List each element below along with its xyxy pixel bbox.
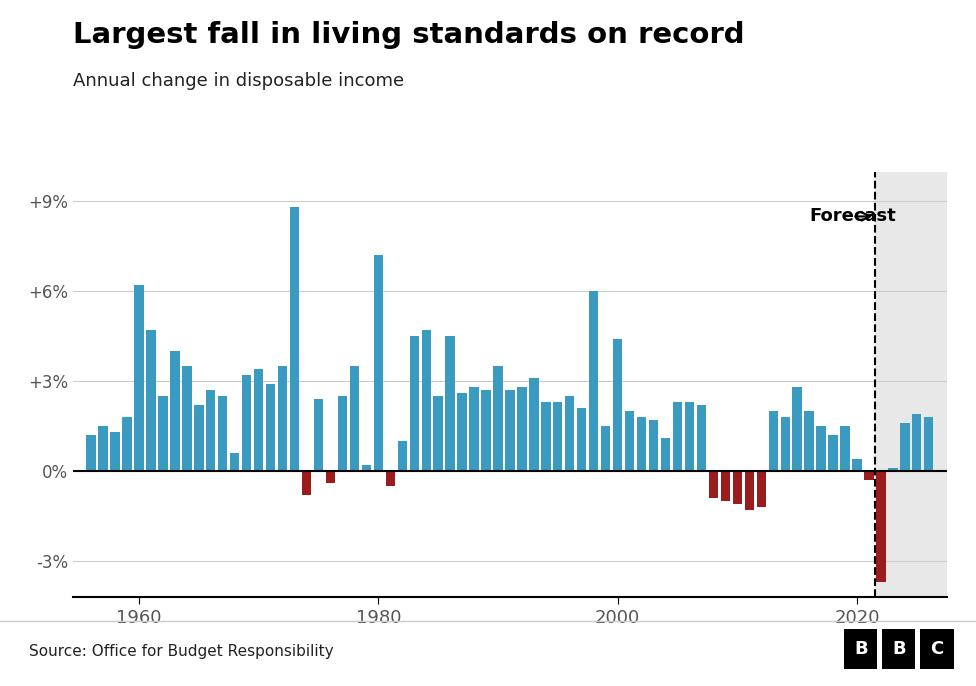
Bar — [768, 411, 778, 471]
Bar — [924, 417, 933, 471]
Bar — [445, 336, 455, 471]
Bar — [278, 366, 287, 471]
Bar — [852, 459, 862, 471]
Bar — [733, 471, 742, 504]
Bar — [756, 471, 766, 507]
Bar — [541, 402, 550, 471]
Bar — [135, 285, 143, 471]
Bar — [816, 426, 826, 471]
Bar — [290, 207, 300, 471]
Bar — [553, 402, 562, 471]
Bar — [613, 340, 623, 471]
Bar — [481, 390, 491, 471]
Text: Largest fall in living standards on record: Largest fall in living standards on reco… — [73, 21, 745, 49]
Bar — [804, 411, 814, 471]
Bar — [900, 423, 910, 471]
Bar — [874, 172, 947, 597]
Text: B: B — [854, 640, 868, 658]
Bar — [876, 471, 885, 582]
Bar — [183, 366, 191, 471]
Bar — [170, 351, 180, 471]
Bar — [793, 387, 802, 471]
Bar — [397, 441, 407, 471]
Bar — [99, 426, 107, 471]
Bar — [469, 387, 479, 471]
Bar — [326, 471, 335, 483]
Bar — [745, 471, 753, 510]
Bar — [493, 366, 503, 471]
Bar — [517, 387, 527, 471]
Bar — [888, 468, 898, 471]
Bar — [194, 405, 204, 471]
Bar — [158, 396, 168, 471]
Bar — [242, 375, 252, 471]
Bar — [625, 411, 634, 471]
Bar — [661, 438, 671, 471]
Text: B: B — [892, 640, 906, 658]
Bar — [840, 426, 850, 471]
Bar — [374, 255, 383, 471]
Bar — [386, 471, 395, 486]
Bar — [146, 330, 155, 471]
Bar — [913, 414, 921, 471]
Bar — [709, 471, 718, 498]
Bar — [781, 417, 790, 471]
Bar — [110, 432, 120, 471]
Bar — [349, 366, 359, 471]
Text: Forecast: Forecast — [809, 207, 896, 226]
Bar — [314, 399, 323, 471]
Bar — [829, 435, 837, 471]
Bar — [362, 465, 371, 471]
Bar — [218, 396, 227, 471]
Bar — [206, 390, 216, 471]
Bar — [302, 471, 311, 495]
Bar — [87, 435, 96, 471]
Bar — [577, 408, 587, 471]
Bar — [590, 292, 598, 471]
Bar — [254, 369, 264, 471]
Bar — [685, 402, 694, 471]
Bar — [565, 396, 575, 471]
Bar — [422, 330, 430, 471]
Bar — [865, 471, 874, 480]
Bar — [529, 378, 539, 471]
Bar — [458, 393, 467, 471]
Bar — [697, 405, 706, 471]
Bar — [637, 417, 646, 471]
Text: Annual change in disposable income: Annual change in disposable income — [73, 72, 404, 90]
Text: C: C — [930, 640, 944, 658]
Bar — [230, 453, 239, 471]
Bar — [720, 471, 730, 501]
Bar — [266, 384, 275, 471]
Text: Source: Office for Budget Responsibility: Source: Office for Budget Responsibility — [29, 644, 334, 659]
Bar — [410, 336, 419, 471]
Bar — [433, 396, 443, 471]
Bar — [672, 402, 682, 471]
Bar — [506, 390, 514, 471]
Bar — [338, 396, 347, 471]
Bar — [122, 417, 132, 471]
Bar — [601, 426, 610, 471]
Bar — [649, 420, 658, 471]
